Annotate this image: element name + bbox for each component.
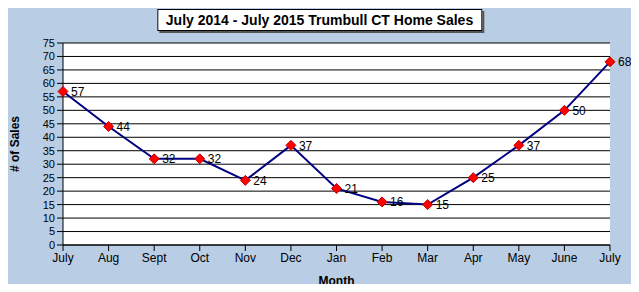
svg-text:40: 40 [43, 131, 55, 143]
svg-text:Oct: Oct [190, 251, 209, 265]
svg-text:# of Sales: # of Sales [8, 116, 22, 172]
svg-text:Mar: Mar [417, 251, 438, 265]
svg-text:50: 50 [43, 104, 55, 116]
svg-text:Sept: Sept [142, 251, 167, 265]
svg-text:60: 60 [43, 77, 55, 89]
svg-text:57: 57 [71, 85, 85, 99]
html-text:July 2014 - July 2015 Trumbull: July 2014 - July 2015 Trumbull CT Home S… [165, 12, 474, 28]
svg-text:32: 32 [162, 152, 176, 166]
svg-text:Feb: Feb [372, 251, 393, 265]
svg-text:July: July [599, 251, 620, 265]
svg-text:10: 10 [43, 212, 55, 224]
svg-text:68: 68 [618, 55, 631, 69]
svg-text:15: 15 [436, 198, 450, 212]
svg-text:15: 15 [43, 199, 55, 211]
svg-text:65: 65 [43, 64, 55, 76]
svg-text:32: 32 [208, 152, 222, 166]
svg-text:50: 50 [572, 104, 586, 118]
svg-text:75: 75 [43, 37, 55, 49]
svg-text:37: 37 [299, 139, 313, 153]
svg-text:0: 0 [49, 239, 55, 251]
svg-text:20: 20 [43, 185, 55, 197]
svg-text:45: 45 [43, 118, 55, 130]
svg-text:May: May [507, 251, 530, 265]
svg-text:July: July [52, 251, 73, 265]
svg-text:5: 5 [49, 225, 55, 237]
svg-text:16: 16 [390, 195, 404, 209]
svg-text:24: 24 [253, 174, 267, 188]
svg-text:21: 21 [345, 182, 359, 196]
svg-text:37: 37 [527, 139, 541, 153]
svg-text:Dec: Dec [280, 251, 301, 265]
svg-text:25: 25 [481, 171, 495, 185]
svg-text:Apr: Apr [464, 251, 483, 265]
svg-text:Aug: Aug [98, 251, 119, 265]
svg-text:55: 55 [43, 91, 55, 103]
svg-text:30: 30 [43, 158, 55, 170]
svg-text:June: June [551, 251, 577, 265]
svg-text:Nov: Nov [235, 251, 256, 265]
svg-text:35: 35 [43, 145, 55, 157]
svg-text:44: 44 [117, 120, 131, 134]
svg-text:70: 70 [43, 50, 55, 62]
svg-text:Month: Month [319, 274, 355, 284]
svg-text:25: 25 [43, 172, 55, 184]
svg-text:Jan: Jan [327, 251, 346, 265]
